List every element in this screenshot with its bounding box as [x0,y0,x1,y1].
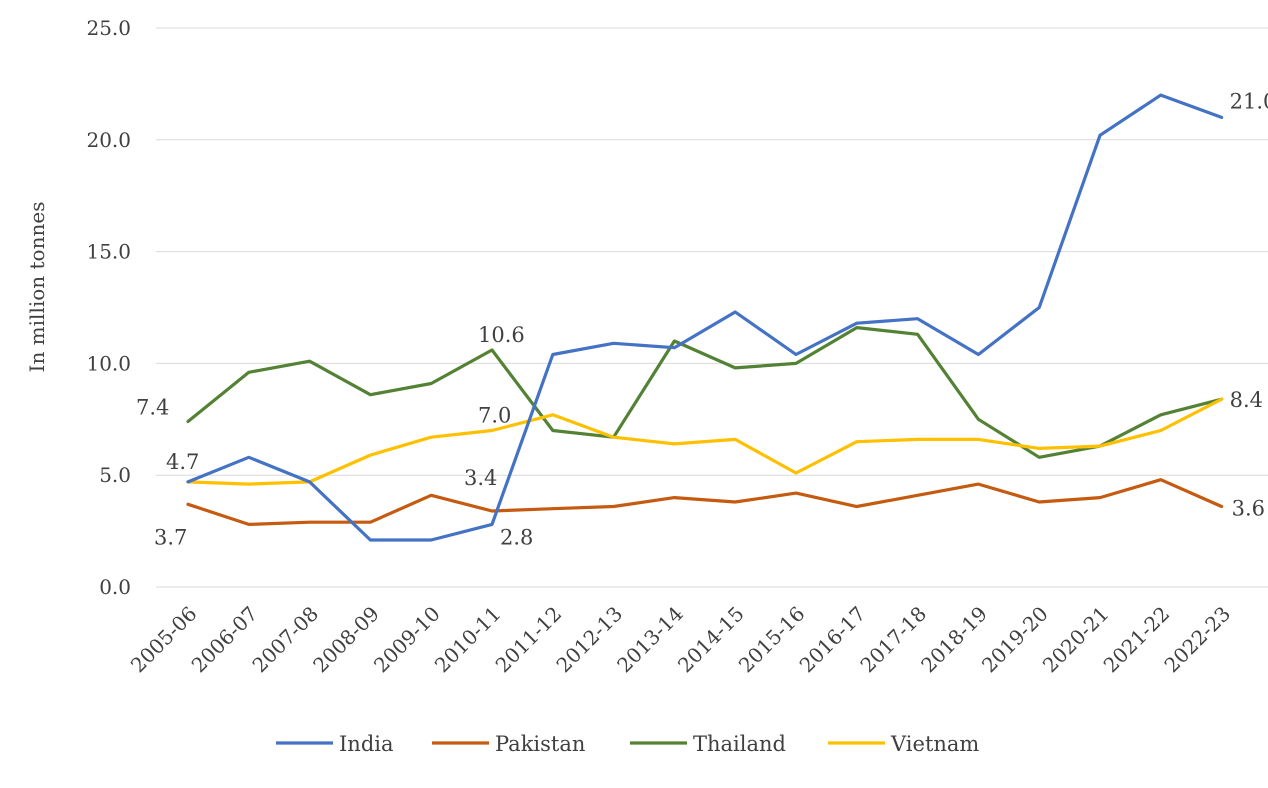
x-tick-label: 2018-19 [916,602,992,678]
gridlines [156,27,1268,476]
data-labels: 7.4 4.7 3.7 10.6 7.0 3.4 2.8 21.0 8.4 3.6 [136,89,1268,549]
data-label: 10.6 [478,323,525,347]
x-tick-label: 2020-21 [1038,602,1114,678]
x-tick-label: 2007-08 [247,602,323,678]
legend-label-thailand: Thailand [693,732,786,756]
data-label: 3.7 [154,525,187,549]
y-tick-label: 0.0 [99,575,131,599]
x-tick-label: 2008-09 [308,602,384,678]
x-tick-label: 2016-17 [795,602,871,678]
y-tick-label: 15.0 [86,240,131,264]
data-label: 7.0 [478,403,511,427]
series-line-vietnam [186,397,1224,486]
y-tick-label: 10.0 [86,351,131,375]
legend-label-vietnam: Vietnam [890,732,979,756]
data-label: 3.4 [464,466,497,490]
x-tick-label: 2019-20 [977,602,1053,678]
data-label: 2.8 [500,525,533,549]
y-tick-label: 20.0 [86,128,131,152]
series-line-thailand [186,326,1224,459]
x-tick-label: 2013-14 [612,602,688,678]
legend: India Pakistan Thailand Vietnam [276,732,979,756]
y-axis-ticks: 0.0 5.0 10.0 15.0 20.0 25.0 [86,16,131,599]
y-tick-label: 25.0 [86,16,131,40]
x-tick-label: 2011-12 [491,602,567,678]
y-tick-label: 5.0 [99,463,131,487]
x-tick-label: 2005-06 [126,602,202,678]
x-tick-label: 2022-23 [1159,602,1235,678]
x-tick-label: 2010-11 [430,602,506,678]
x-tick-label: 2006-07 [187,602,263,678]
data-label: 7.4 [136,396,169,420]
x-tick-label: 2009-10 [369,602,445,678]
data-label: 8.4 [1230,388,1263,412]
x-tick-label: 2012-13 [551,602,627,678]
y-axis-title: In million tonnes [25,202,49,373]
x-tick-label: 2014-15 [673,602,749,678]
legend-label-pakistan: Pakistan [495,732,585,756]
x-tick-label: 2021-22 [1099,602,1175,678]
x-tick-label: 2015-16 [734,602,810,678]
data-label: 4.7 [166,450,199,474]
series-lines [186,93,1224,542]
series-line-pakistan [186,478,1224,527]
x-tick-label: 2017-18 [855,602,931,678]
data-label: 21.0 [1230,89,1268,113]
data-label: 3.6 [1232,497,1265,521]
legend-label-india: India [339,732,394,756]
series-line-india [186,93,1224,542]
x-axis-ticks: 2005-062006-072007-082008-092009-102010-… [126,602,1235,678]
